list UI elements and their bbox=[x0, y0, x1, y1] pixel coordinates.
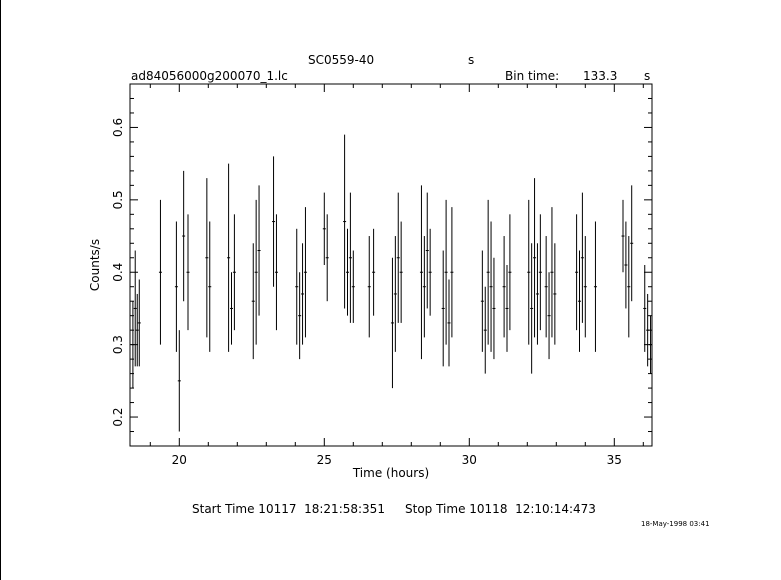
y-axis-label: Counts/s bbox=[88, 239, 102, 291]
y-tick-label: 0.4 bbox=[111, 263, 125, 282]
y-tick-label: 0.2 bbox=[111, 407, 125, 426]
bin-time-label: Bin time: bbox=[505, 69, 560, 83]
start-time: Start Time 10117 18:21:58:351 bbox=[192, 502, 385, 516]
window-left-edge bbox=[0, 0, 1, 580]
x-tick-label: 35 bbox=[607, 453, 622, 467]
y-tick-label: 0.5 bbox=[111, 190, 125, 209]
plot-frame bbox=[129, 83, 653, 447]
bin-time-unit: s bbox=[644, 69, 651, 83]
y-tick-label: 0.3 bbox=[111, 335, 125, 354]
x-tick-label: 30 bbox=[462, 453, 477, 467]
x-axis-label: Time (hours) bbox=[352, 466, 429, 480]
source-name: SC0559-40 bbox=[308, 53, 375, 67]
source-suffix: s bbox=[468, 53, 475, 67]
stop-time: Stop Time 10118 12:10:14:473 bbox=[405, 502, 596, 516]
data-points bbox=[131, 134, 653, 432]
timestamp: 18-May-1998 03:41 bbox=[641, 520, 710, 528]
x-tick-label: 25 bbox=[317, 453, 332, 467]
bin-time-value: 133.3 bbox=[583, 69, 618, 83]
axis-ticks bbox=[130, 83, 652, 447]
axis-tick-labels: 20 25 30 35 0.2 0.3 0.4 0.5 0.6 bbox=[111, 118, 622, 467]
y-tick-label: 0.6 bbox=[111, 118, 125, 137]
x-tick-label: 20 bbox=[172, 453, 187, 467]
file-name: ad84056000g200070_1.lc bbox=[131, 69, 288, 83]
